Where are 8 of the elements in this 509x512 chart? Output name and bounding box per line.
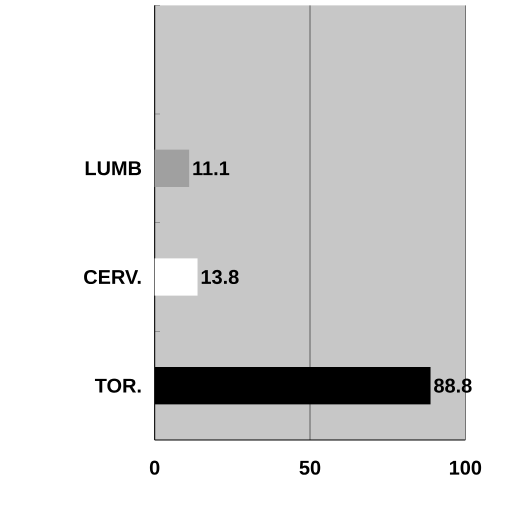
x-tick-label: 100 [450, 460, 481, 475]
data-label: 11.1 [193, 161, 230, 176]
y-tick-label: CERV. [84, 270, 140, 284]
data-label: 13.8 [202, 270, 238, 284]
x-tick-label: 0 [150, 460, 160, 475]
x-tick-label: 50 [299, 460, 320, 475]
y-tick-label: LUMB [86, 161, 141, 176]
y-tick-label: TOR. [94, 378, 140, 393]
